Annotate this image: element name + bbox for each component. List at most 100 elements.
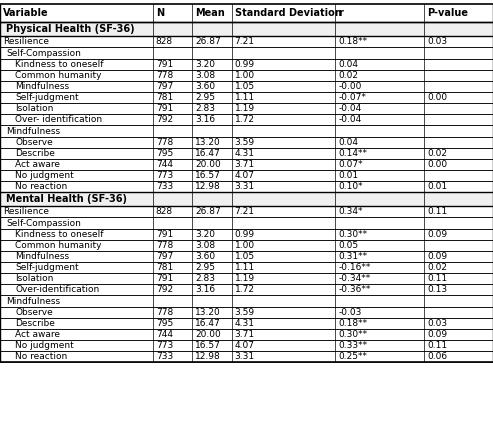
Text: 3.71: 3.71 — [235, 160, 255, 169]
Text: 3.20: 3.20 — [195, 230, 215, 239]
Text: 1.11: 1.11 — [235, 93, 255, 102]
Text: 1.72: 1.72 — [235, 115, 255, 124]
Text: 781: 781 — [156, 263, 173, 272]
Text: 0.99: 0.99 — [235, 230, 255, 239]
Bar — [0, 22, 493, 36]
Text: 792: 792 — [156, 115, 173, 124]
Text: -0.07*: -0.07* — [338, 93, 366, 102]
Text: 0.99: 0.99 — [235, 60, 255, 69]
Text: Isolation: Isolation — [15, 104, 53, 113]
Text: 0.02: 0.02 — [427, 149, 447, 158]
Text: Mindfulness: Mindfulness — [6, 126, 60, 135]
Bar — [0, 192, 493, 206]
Text: 0.09: 0.09 — [427, 330, 447, 339]
Text: 13.20: 13.20 — [195, 308, 221, 317]
Text: Common humanity: Common humanity — [15, 71, 102, 80]
Text: 2.83: 2.83 — [195, 274, 215, 283]
Text: Self-judgment: Self-judgment — [15, 263, 78, 272]
Text: 3.16: 3.16 — [195, 285, 215, 294]
Text: 0.18**: 0.18** — [338, 319, 367, 328]
Text: 16.57: 16.57 — [195, 171, 221, 180]
Text: 0.10*: 0.10* — [338, 182, 363, 191]
Text: 1.11: 1.11 — [235, 263, 255, 272]
Text: 4.31: 4.31 — [235, 149, 255, 158]
Text: Physical Health (SF-36): Physical Health (SF-36) — [6, 24, 135, 34]
Text: 0.04: 0.04 — [338, 60, 358, 69]
Text: Mindfulness: Mindfulness — [15, 82, 69, 91]
Text: 792: 792 — [156, 285, 173, 294]
Text: P-value: P-value — [427, 8, 468, 18]
Text: 828: 828 — [156, 37, 173, 46]
Text: 13.20: 13.20 — [195, 138, 221, 147]
Text: Describe: Describe — [15, 319, 55, 328]
Text: 3.20: 3.20 — [195, 60, 215, 69]
Text: Isolation: Isolation — [15, 274, 53, 283]
Text: 1.19: 1.19 — [235, 104, 255, 113]
Text: No judgment: No judgment — [15, 341, 74, 350]
Text: -0.04: -0.04 — [338, 115, 361, 124]
Text: r: r — [338, 8, 343, 18]
Text: Kindness to oneself: Kindness to oneself — [15, 230, 104, 239]
Text: 0.01: 0.01 — [338, 171, 358, 180]
Text: 3.08: 3.08 — [195, 241, 215, 250]
Text: No reaction: No reaction — [15, 352, 67, 361]
Text: 791: 791 — [156, 60, 173, 69]
Text: 791: 791 — [156, 104, 173, 113]
Text: -0.04: -0.04 — [338, 104, 361, 113]
Text: Mindfulness: Mindfulness — [15, 252, 69, 261]
Text: 0.03: 0.03 — [427, 319, 447, 328]
Text: 2.95: 2.95 — [195, 93, 215, 102]
Text: 0.11: 0.11 — [427, 274, 447, 283]
Text: 2.83: 2.83 — [195, 104, 215, 113]
Text: 781: 781 — [156, 93, 173, 102]
Text: N: N — [156, 8, 164, 18]
Text: 828: 828 — [156, 207, 173, 216]
Text: 1.00: 1.00 — [235, 71, 255, 80]
Text: 16.47: 16.47 — [195, 319, 221, 328]
Text: 0.00: 0.00 — [427, 93, 447, 102]
Text: 3.60: 3.60 — [195, 252, 215, 261]
Text: -0.36**: -0.36** — [338, 285, 371, 294]
Text: 797: 797 — [156, 252, 173, 261]
Text: 0.02: 0.02 — [427, 263, 447, 272]
Text: Resilience: Resilience — [3, 37, 49, 46]
Text: 1.00: 1.00 — [235, 241, 255, 250]
Text: 778: 778 — [156, 138, 173, 147]
Text: 797: 797 — [156, 82, 173, 91]
Text: -0.16**: -0.16** — [338, 263, 371, 272]
Text: Act aware: Act aware — [15, 160, 60, 169]
Text: 12.98: 12.98 — [195, 352, 221, 361]
Text: Over-identification: Over-identification — [15, 285, 99, 294]
Text: 16.47: 16.47 — [195, 149, 221, 158]
Text: -0.00: -0.00 — [338, 82, 361, 91]
Text: 26.87: 26.87 — [195, 207, 221, 216]
Text: 20.00: 20.00 — [195, 330, 221, 339]
Text: 0.11: 0.11 — [427, 207, 447, 216]
Text: 773: 773 — [156, 341, 173, 350]
Text: Self-Compassion: Self-Compassion — [6, 218, 81, 227]
Text: 0.25**: 0.25** — [338, 352, 367, 361]
Text: 791: 791 — [156, 274, 173, 283]
Text: 733: 733 — [156, 352, 173, 361]
Text: 3.59: 3.59 — [235, 138, 255, 147]
Text: Standard Deviation: Standard Deviation — [235, 8, 342, 18]
Text: 3.31: 3.31 — [235, 182, 255, 191]
Text: 12.98: 12.98 — [195, 182, 221, 191]
Text: 0.11: 0.11 — [427, 341, 447, 350]
Text: 0.14**: 0.14** — [338, 149, 367, 158]
Text: 0.00: 0.00 — [427, 160, 447, 169]
Text: 778: 778 — [156, 308, 173, 317]
Text: 744: 744 — [156, 160, 173, 169]
Text: 0.30**: 0.30** — [338, 230, 367, 239]
Text: 0.03: 0.03 — [427, 37, 447, 46]
Text: Over- identification: Over- identification — [15, 115, 102, 124]
Text: 795: 795 — [156, 319, 173, 328]
Text: 3.16: 3.16 — [195, 115, 215, 124]
Text: 7.21: 7.21 — [235, 37, 255, 46]
Text: Variable: Variable — [3, 8, 49, 18]
Text: 0.06: 0.06 — [427, 352, 447, 361]
Text: No reaction: No reaction — [15, 182, 67, 191]
Text: 26.87: 26.87 — [195, 37, 221, 46]
Text: 1.05: 1.05 — [235, 82, 255, 91]
Text: 4.31: 4.31 — [235, 319, 255, 328]
